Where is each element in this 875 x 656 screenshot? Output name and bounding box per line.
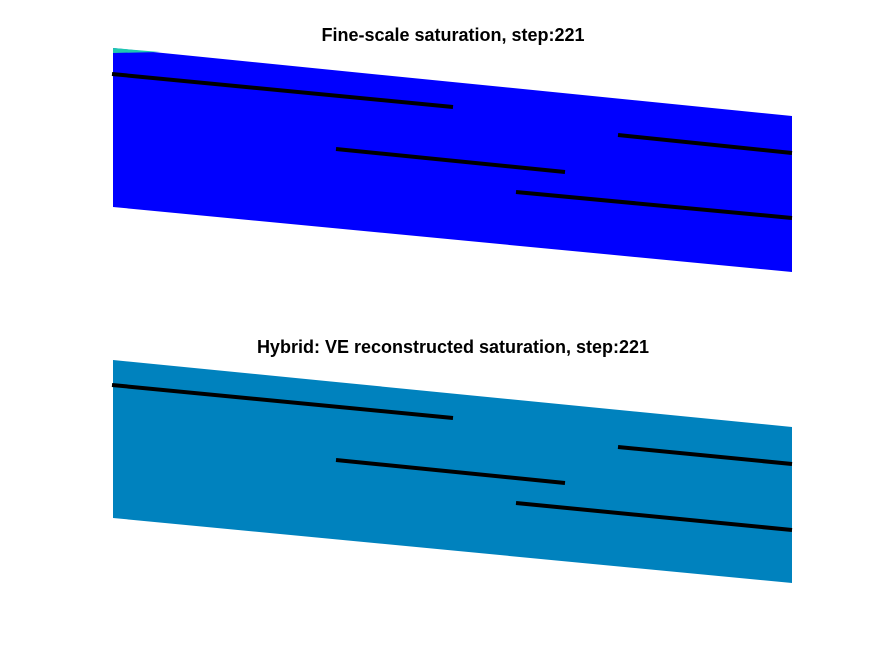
fault-line	[617, 445, 793, 466]
fault-line	[335, 458, 566, 485]
fault-line	[111, 383, 454, 420]
fault-line	[111, 72, 454, 109]
panel-hybrid-ve: Hybrid: VE reconstructed saturation, ste…	[111, 337, 793, 583]
panel-title-hybrid-ve: Hybrid: VE reconstructed saturation, ste…	[257, 337, 649, 357]
panel-fine-scale: Fine-scale saturation, step:221	[111, 25, 793, 272]
saturation-front-corner	[113, 48, 160, 53]
fault-line	[335, 147, 566, 174]
panel-title-fine-scale: Fine-scale saturation, step:221	[321, 25, 584, 45]
fault-line	[515, 501, 793, 532]
fault-line	[617, 133, 793, 155]
fault-line	[515, 190, 793, 220]
